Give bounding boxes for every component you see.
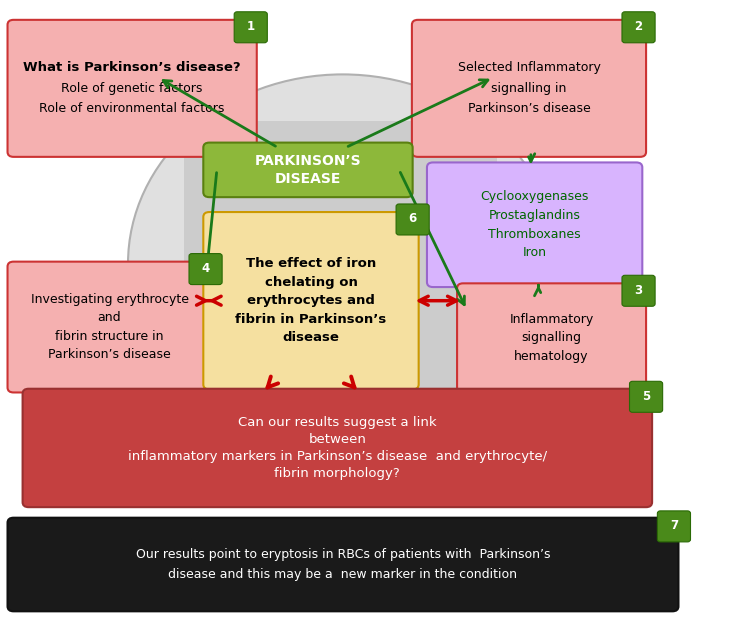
Text: Can our results suggest a link: Can our results suggest a link xyxy=(238,417,437,429)
FancyBboxPatch shape xyxy=(396,204,429,235)
Text: Thromboxanes: Thromboxanes xyxy=(488,228,581,241)
Text: What is Parkinson’s disease?: What is Parkinson’s disease? xyxy=(23,61,241,74)
FancyBboxPatch shape xyxy=(412,20,646,157)
FancyBboxPatch shape xyxy=(189,254,222,285)
Text: inflammatory markers in Parkinson’s disease  and erythrocyte/: inflammatory markers in Parkinson’s dise… xyxy=(128,450,547,463)
Text: 3: 3 xyxy=(635,284,642,296)
Text: erythrocytes and: erythrocytes and xyxy=(247,294,375,307)
Text: Our results point to eryptosis in RBCs of patients with  Parkinson’s: Our results point to eryptosis in RBCs o… xyxy=(136,548,550,560)
Text: 5: 5 xyxy=(642,390,650,402)
Text: DISEASE: DISEASE xyxy=(275,172,341,186)
FancyBboxPatch shape xyxy=(203,143,413,197)
FancyBboxPatch shape xyxy=(184,121,497,412)
Text: signalling: signalling xyxy=(522,332,581,344)
FancyBboxPatch shape xyxy=(622,12,655,43)
Text: The effect of iron: The effect of iron xyxy=(246,257,376,270)
FancyBboxPatch shape xyxy=(23,389,652,507)
Text: Investigating erythrocyte: Investigating erythrocyte xyxy=(31,293,188,306)
Text: Parkinson’s disease: Parkinson’s disease xyxy=(468,102,590,115)
Text: Prostaglandins: Prostaglandins xyxy=(489,209,581,222)
FancyBboxPatch shape xyxy=(622,275,655,306)
Text: between: between xyxy=(309,433,366,446)
Text: 6: 6 xyxy=(409,213,416,225)
Text: Selected Inflammatory: Selected Inflammatory xyxy=(458,61,600,74)
Text: signalling in: signalling in xyxy=(491,82,567,95)
FancyBboxPatch shape xyxy=(8,518,678,611)
FancyBboxPatch shape xyxy=(203,212,419,389)
Text: Role of genetic factors: Role of genetic factors xyxy=(62,82,203,95)
Text: hematology: hematology xyxy=(514,350,589,363)
FancyBboxPatch shape xyxy=(234,12,267,43)
FancyBboxPatch shape xyxy=(8,20,257,157)
Text: Iron: Iron xyxy=(523,246,547,259)
FancyBboxPatch shape xyxy=(457,283,646,392)
Text: Inflammatory: Inflammatory xyxy=(510,313,593,326)
Text: fibrin morphology?: fibrin morphology? xyxy=(275,467,400,479)
Text: and: and xyxy=(98,311,121,324)
FancyBboxPatch shape xyxy=(657,511,691,542)
Text: fibrin structure in: fibrin structure in xyxy=(55,330,164,343)
FancyBboxPatch shape xyxy=(630,381,663,412)
Text: disease and this may be a  new marker in the condition: disease and this may be a new marker in … xyxy=(169,569,517,581)
Ellipse shape xyxy=(128,74,557,453)
Text: 2: 2 xyxy=(635,20,642,33)
Text: Role of environmental factors: Role of environmental factors xyxy=(39,102,225,115)
Text: Cyclooxygenases: Cyclooxygenases xyxy=(480,190,589,203)
FancyBboxPatch shape xyxy=(427,162,642,287)
Text: 4: 4 xyxy=(202,262,209,275)
Text: 1: 1 xyxy=(247,20,255,33)
FancyBboxPatch shape xyxy=(8,262,212,392)
Text: fibrin in Parkinson’s: fibrin in Parkinson’s xyxy=(236,313,386,326)
Text: PARKINSON’S: PARKINSON’S xyxy=(255,154,361,167)
Text: Parkinson’s disease: Parkinson’s disease xyxy=(48,348,171,361)
Text: chelating on: chelating on xyxy=(264,276,358,288)
Text: disease: disease xyxy=(282,332,340,344)
Text: 7: 7 xyxy=(670,520,678,532)
